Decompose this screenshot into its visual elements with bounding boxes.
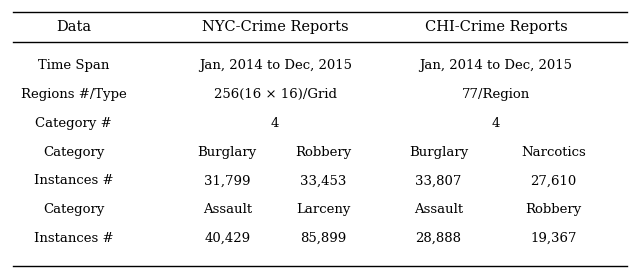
Text: Jan, 2014 to Dec, 2015: Jan, 2014 to Dec, 2015 bbox=[198, 59, 352, 72]
Text: 85,899: 85,899 bbox=[300, 232, 346, 245]
Text: 28,888: 28,888 bbox=[415, 232, 461, 245]
Text: Category #: Category # bbox=[35, 117, 112, 130]
Text: Narcotics: Narcotics bbox=[521, 145, 586, 159]
Text: 4: 4 bbox=[492, 117, 500, 130]
Text: 256(16 × 16)/Grid: 256(16 × 16)/Grid bbox=[214, 88, 337, 101]
Text: Assault: Assault bbox=[414, 203, 463, 216]
Text: Burglary: Burglary bbox=[409, 145, 468, 159]
Text: 40,429: 40,429 bbox=[204, 232, 250, 245]
Text: 19,367: 19,367 bbox=[531, 232, 577, 245]
Text: NYC-Crime Reports: NYC-Crime Reports bbox=[202, 20, 349, 35]
Text: Time Span: Time Span bbox=[38, 59, 109, 72]
Text: Larceny: Larceny bbox=[296, 203, 350, 216]
Text: Data: Data bbox=[56, 20, 91, 35]
Text: CHI-Crime Reports: CHI-Crime Reports bbox=[424, 20, 568, 35]
Text: Jan, 2014 to Dec, 2015: Jan, 2014 to Dec, 2015 bbox=[419, 59, 573, 72]
Text: Burglary: Burglary bbox=[198, 145, 257, 159]
Text: 77/Region: 77/Region bbox=[462, 88, 530, 101]
Text: 33,453: 33,453 bbox=[300, 174, 346, 187]
Text: Robbery: Robbery bbox=[525, 203, 582, 216]
Text: 4: 4 bbox=[271, 117, 280, 130]
Text: Category: Category bbox=[43, 203, 104, 216]
Text: Instances #: Instances # bbox=[34, 174, 113, 187]
Text: 27,610: 27,610 bbox=[531, 174, 577, 187]
Text: Assault: Assault bbox=[203, 203, 252, 216]
Text: Category: Category bbox=[43, 145, 104, 159]
Text: 33,807: 33,807 bbox=[415, 174, 461, 187]
Text: Robbery: Robbery bbox=[295, 145, 351, 159]
Text: Instances #: Instances # bbox=[34, 232, 113, 245]
Text: Regions #/Type: Regions #/Type bbox=[20, 88, 127, 101]
Text: 31,799: 31,799 bbox=[204, 174, 250, 187]
